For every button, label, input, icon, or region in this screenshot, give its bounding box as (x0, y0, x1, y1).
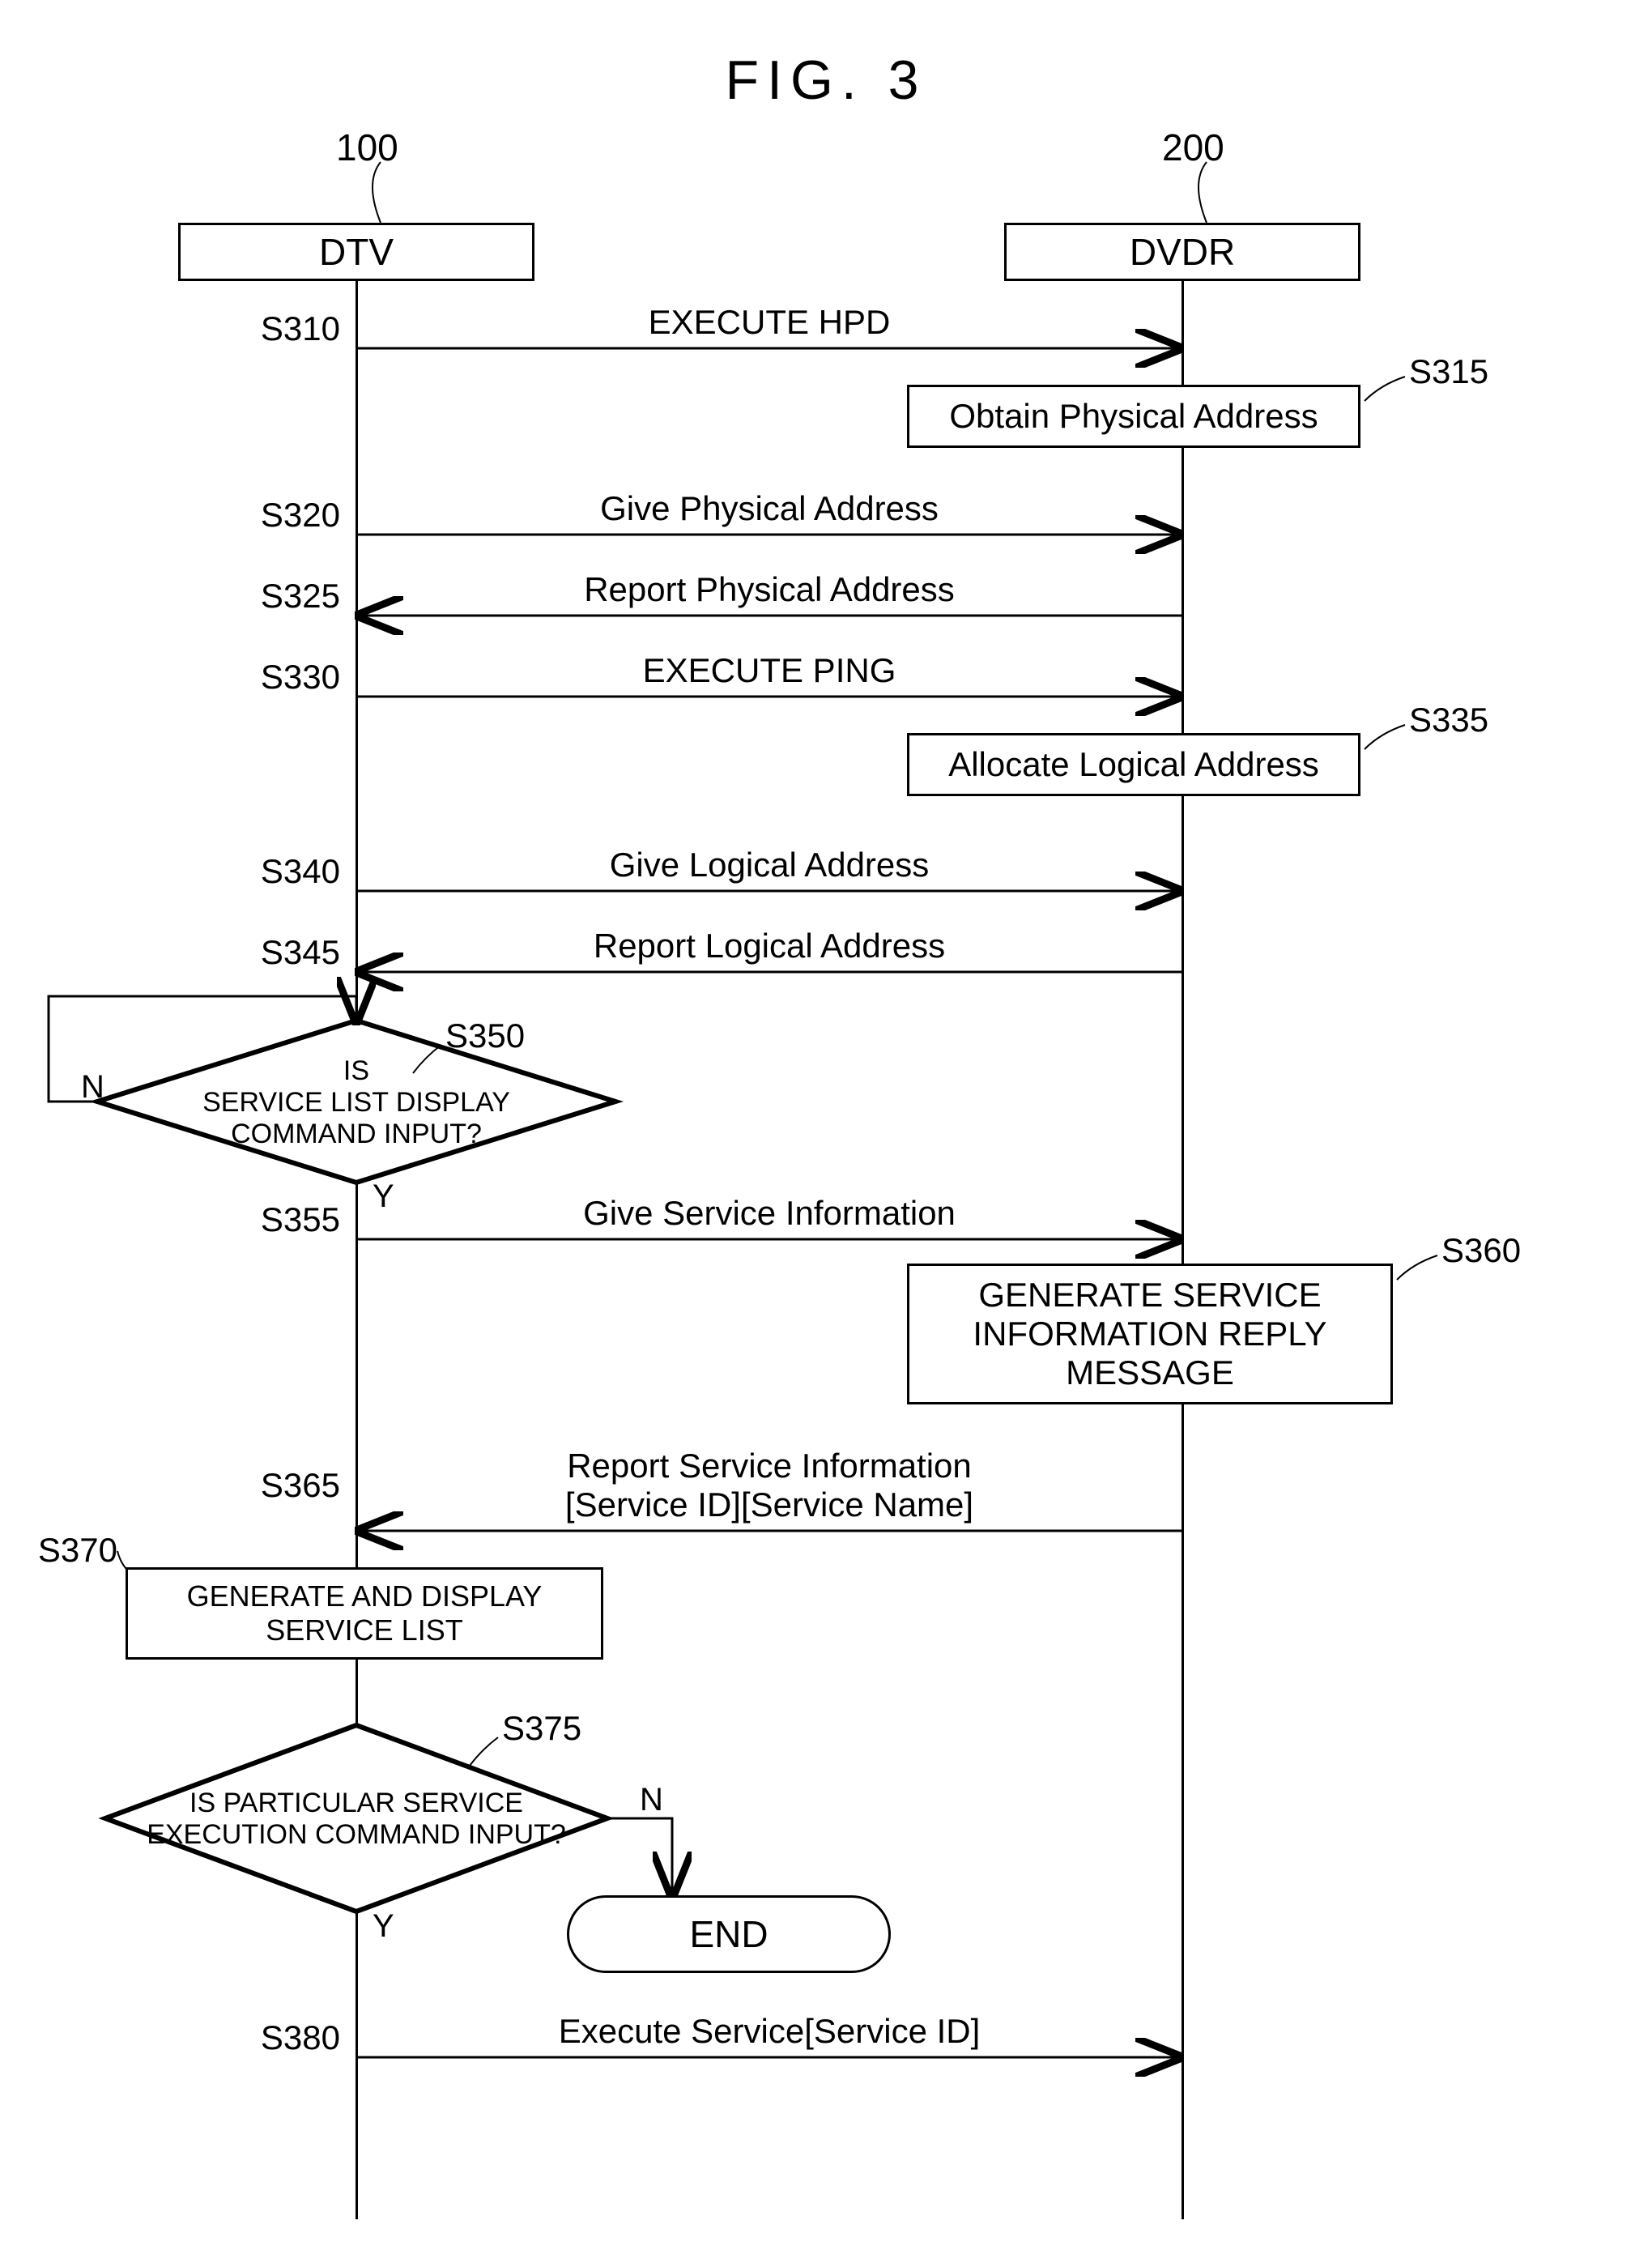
decision-S350-yes: Y (373, 1178, 394, 1215)
step-S345: S345 (261, 933, 340, 972)
terminator-end: END (567, 1895, 891, 1973)
actor-left-id: 100 (336, 126, 398, 169)
actor-right-id: 200 (1162, 126, 1224, 169)
step-S380: S380 (261, 2018, 340, 2057)
decision-S350-text: ISSERVICE LIST DISPLAYCOMMAND INPUT? (202, 1055, 510, 1150)
msg-S380: Execute Service[Service ID] (559, 2012, 981, 2051)
step-S330: S330 (261, 658, 340, 697)
step-S365: S365 (261, 1466, 340, 1505)
decision-S375-text: IS PARTICULAR SERVICEEXECUTION COMMAND I… (147, 1788, 566, 1851)
step-S375: S375 (502, 1709, 581, 1748)
process-S315: Obtain Physical Address (907, 385, 1360, 448)
process-s370: GENERATE AND DISPLAY SERVICE LIST (126, 1567, 603, 1660)
figure-title: FIG. 3 (726, 49, 927, 112)
step-S370: S370 (38, 1531, 117, 1570)
step-S340: S340 (261, 852, 340, 891)
actor-left-box: DTV (178, 223, 534, 281)
msg-S330: EXECUTE PING (643, 651, 896, 690)
lifeline-left (356, 281, 358, 2219)
step-S325: S325 (261, 577, 340, 616)
msg-S355: Give Service Information (583, 1194, 956, 1233)
msg-S310: EXECUTE HPD (649, 303, 891, 342)
step-S350: S350 (445, 1016, 525, 1055)
msg-S340: Give Logical Address (610, 846, 930, 884)
step-S335: S335 (1409, 701, 1488, 739)
msg-S325: Report Physical Address (584, 570, 955, 609)
process-S360: GENERATE SERVICEINFORMATION REPLY MESSAG… (907, 1264, 1393, 1404)
decision-S375-yes: Y (373, 1908, 394, 1945)
msg-S365: Report Service Information[Service ID][S… (565, 1447, 973, 1524)
decision-S350-no: N (81, 1069, 104, 1106)
actor-right-box: DVDR (1004, 223, 1360, 281)
step-S360: S360 (1441, 1231, 1521, 1270)
decision-S375-no: N (640, 1782, 663, 1818)
msg-S345: Report Logical Address (594, 927, 945, 965)
process-S335: Allocate Logical Address (907, 733, 1360, 796)
step-S310: S310 (261, 309, 340, 348)
lifeline-right (1182, 281, 1184, 2219)
step-S355: S355 (261, 1200, 340, 1239)
step-S320: S320 (261, 496, 340, 535)
step-S315: S315 (1409, 352, 1488, 391)
msg-S320: Give Physical Address (600, 489, 939, 528)
